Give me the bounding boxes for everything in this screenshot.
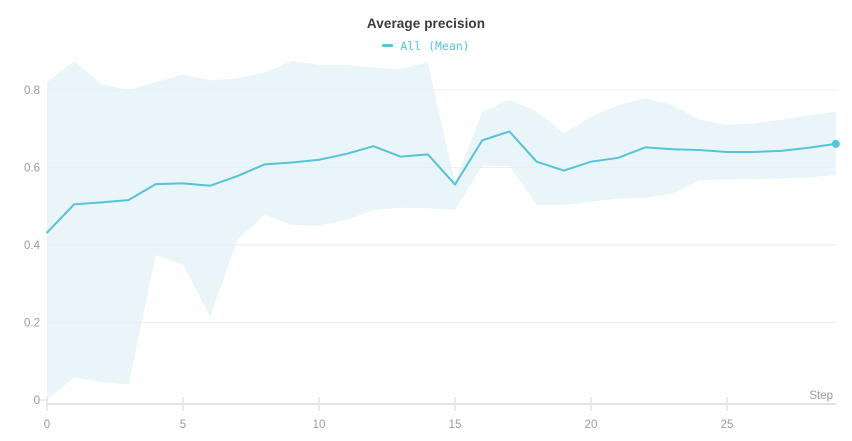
chart-title: Average precision [366, 16, 486, 31]
y-tick-label: 0.4 [24, 240, 41, 252]
legend-item-all-mean[interactable]: All (Mean) [382, 38, 470, 53]
legend-item-label: All (Mean) [400, 38, 470, 53]
x-tick-label: 5 [180, 419, 186, 431]
y-tick-label: 0.2 [24, 318, 40, 330]
legend: All (Mean) [0, 36, 852, 53]
legend-line-swatch-icon [382, 44, 394, 47]
confidence-band [47, 60, 836, 400]
x-tick-label: 20 [585, 419, 598, 431]
x-tick-label: 25 [721, 419, 734, 431]
x-tick-label: 10 [313, 419, 326, 431]
end-point-marker [831, 139, 840, 148]
y-tick-label: 0.8 [24, 85, 40, 97]
y-tick-label: 0 [34, 395, 40, 407]
x-axis-title: Step [809, 390, 833, 402]
y-tick-label: 0.6 [24, 163, 40, 175]
x-tick-label: 15 [449, 419, 462, 431]
series-line-all-mean [46, 130, 837, 234]
x-tick-label: 0 [44, 419, 50, 431]
